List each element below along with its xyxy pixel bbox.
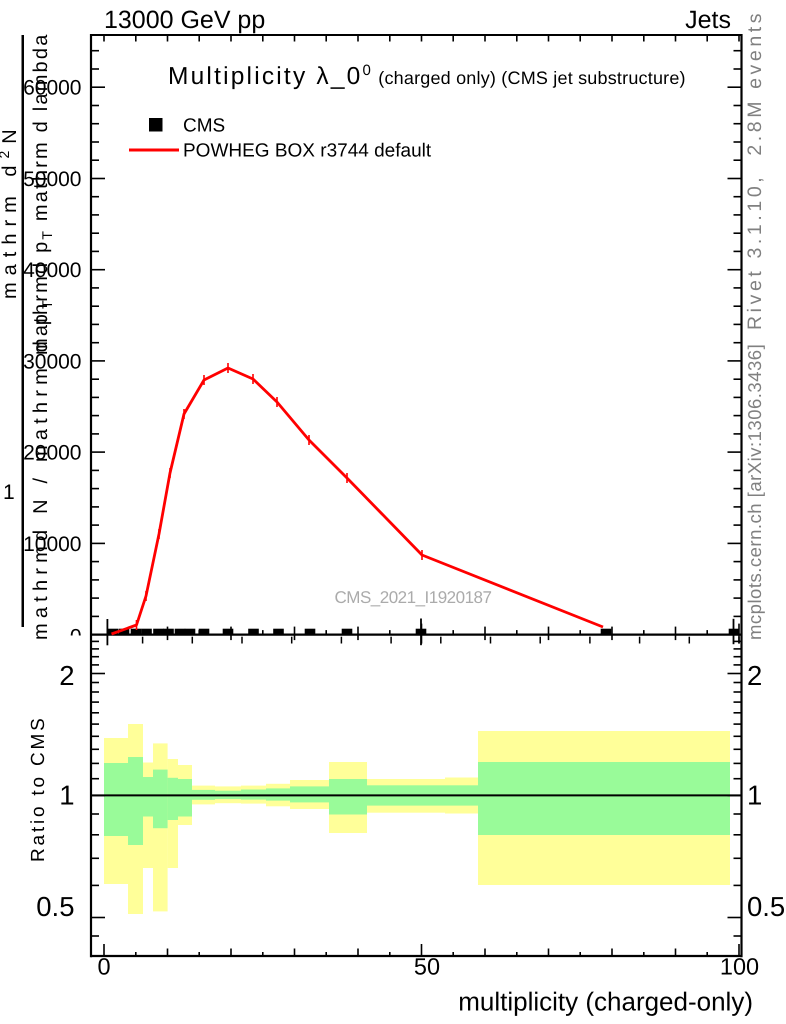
svg-text:0: 0 xyxy=(70,626,82,649)
svg-text:CMS_2021_I1920187: CMS_2021_I1920187 xyxy=(335,588,492,607)
svg-text:Ratio to CMS: Ratio to CMS xyxy=(28,715,49,862)
svg-text:mathrm d2N: mathrm d2N xyxy=(0,122,21,299)
svg-text:40000: 40000 xyxy=(23,259,81,282)
svg-text:Rivet 3.1.10, 2.8M events: Rivet 3.1.10, 2.8M events xyxy=(744,10,766,330)
svg-text:10000: 10000 xyxy=(23,533,81,556)
svg-text:100: 100 xyxy=(720,954,759,980)
svg-text:mcplots.cern.ch [arXiv:1306.34: mcplots.cern.ch [arXiv:1306.3436] xyxy=(744,344,765,640)
svg-text:mathrmd pT mathrm d lambda: mathrmd pT mathrm d lambda xyxy=(30,32,55,355)
svg-text:60000: 60000 xyxy=(23,77,81,100)
svg-text:30000: 30000 xyxy=(23,350,81,373)
svg-text:0.5: 0.5 xyxy=(747,891,785,922)
svg-text:2: 2 xyxy=(747,660,762,691)
svg-text:2: 2 xyxy=(59,660,74,691)
svg-text:50: 50 xyxy=(414,954,440,980)
svg-text:1: 1 xyxy=(747,780,762,811)
svg-text:1: 1 xyxy=(3,481,15,504)
svg-text:POWHEG BOX r3744 default: POWHEG BOX r3744 default xyxy=(183,141,432,162)
svg-text:Jets: Jets xyxy=(685,6,731,34)
svg-text:50000: 50000 xyxy=(23,168,81,191)
svg-text:0.5: 0.5 xyxy=(36,891,74,922)
svg-text:CMS: CMS xyxy=(183,116,225,137)
svg-text:mathrmd N / mathrm d pT: mathrmd N / mathrm d pT xyxy=(30,295,55,640)
svg-text:0: 0 xyxy=(97,954,110,980)
svg-text:13000 GeV pp: 13000 GeV pp xyxy=(104,6,265,34)
svg-text:20000: 20000 xyxy=(23,442,81,465)
svg-text:multiplicity (charged-only): multiplicity (charged-only) xyxy=(458,987,753,1017)
svg-text:Multiplicity λ_00 (charged onl: Multiplicity λ_00 (charged only) (CMS je… xyxy=(168,62,686,90)
svg-text:1: 1 xyxy=(59,780,74,811)
